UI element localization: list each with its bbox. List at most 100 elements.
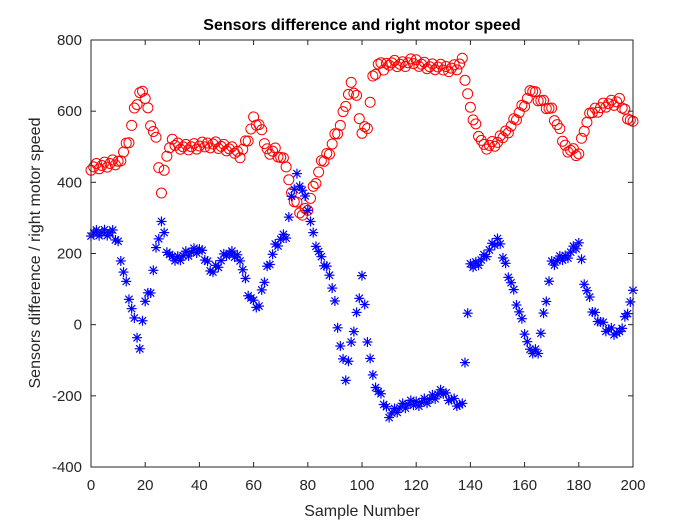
asterisk-stroke (520, 330, 529, 339)
asterisk-stroke (333, 323, 342, 332)
data-point-circle (109, 159, 121, 171)
asterisk-stroke (152, 243, 161, 252)
data-point-circle (155, 187, 167, 199)
data-point-asterisk (375, 388, 386, 399)
asterisk-stroke (138, 316, 147, 325)
data-point-circle (348, 87, 360, 99)
series-1 (85, 52, 639, 221)
data-point-asterisk (283, 212, 294, 223)
asterisk-stroke (330, 296, 339, 305)
asterisk-stroke (582, 286, 591, 295)
data-point-asterisk (313, 246, 324, 257)
chart-title: Sensors difference and right motor speed (203, 17, 520, 34)
asterisk-stroke (539, 309, 548, 318)
data-point-circle (448, 59, 460, 71)
asterisk-stroke (360, 300, 369, 309)
data-point-circle (313, 166, 325, 178)
y-tick-label: 200 (57, 246, 82, 263)
data-point-circle (489, 140, 501, 152)
data-point-circle (459, 74, 471, 86)
asterisk-stroke (371, 383, 380, 392)
data-point-circle (166, 133, 178, 145)
data-point-circle (481, 143, 493, 155)
data-point-asterisk (237, 264, 248, 275)
data-point-circle (380, 57, 392, 69)
data-point-circle (334, 119, 346, 131)
data-point-circle (364, 96, 376, 108)
data-point-asterisk (351, 307, 362, 318)
data-point-circle (256, 124, 268, 136)
x-tick-label: 60 (245, 477, 262, 494)
y-tick-label: -400 (52, 459, 82, 476)
data-point-circle (161, 150, 173, 162)
asterisk-stroke (515, 307, 524, 316)
asterisk-stroke (512, 301, 521, 310)
asterisk-stroke (344, 357, 353, 366)
asterisk-stroke (130, 313, 139, 323)
asterisk-stroke (501, 259, 510, 268)
data-point-asterisk (359, 299, 370, 310)
data-point-circle (234, 152, 246, 164)
data-point-asterisk (340, 375, 351, 386)
data-point-asterisk (362, 337, 373, 348)
asterisk-stroke (298, 186, 307, 195)
y-tick-label: 400 (57, 174, 82, 191)
data-point-asterisk (441, 387, 452, 398)
data-point-circle (193, 140, 205, 152)
asterisk-stroke (458, 399, 467, 408)
asterisk-stroke (341, 376, 350, 385)
data-point-circle (239, 135, 251, 147)
data-point-circle (608, 99, 620, 111)
data-point-circle (128, 102, 140, 114)
data-point-circle (462, 88, 474, 100)
data-point-circle (600, 101, 612, 113)
data-point-asterisk (321, 261, 332, 272)
data-point-asterisk (148, 265, 159, 276)
asterisk-stroke (436, 385, 445, 394)
data-point-circle (131, 99, 143, 111)
asterisk-stroke (536, 329, 545, 338)
asterisk-stroke (376, 389, 385, 398)
asterisk-stroke (347, 338, 356, 347)
series-layer (85, 52, 639, 423)
data-point-asterisk (183, 250, 194, 261)
asterisk-stroke (544, 277, 554, 286)
data-point-asterisk (343, 356, 354, 367)
data-point-asterisk (134, 343, 145, 354)
asterisk-stroke (460, 358, 470, 367)
data-point-circle (332, 128, 344, 140)
data-point-asterisk (156, 216, 167, 227)
y-tick-label: 600 (57, 103, 82, 120)
x-axis-label: Sample Number (304, 503, 420, 520)
asterisk-stroke (531, 345, 540, 354)
data-point-asterisk (302, 205, 313, 216)
data-point-asterisk (500, 258, 511, 269)
data-point-circle (248, 111, 260, 123)
data-point-circle (291, 196, 303, 208)
asterisk-stroke (238, 265, 247, 274)
asterisk-stroke (328, 284, 337, 293)
data-point-circle (345, 76, 357, 88)
asterisk-stroke (260, 278, 269, 287)
data-point-circle (96, 159, 108, 171)
data-point-circle (367, 70, 379, 82)
asterisk-stroke (268, 250, 277, 259)
data-point-asterisk (305, 216, 316, 227)
asterisk-stroke (363, 338, 372, 347)
asterisk-stroke (355, 294, 364, 303)
data-point-circle (546, 102, 558, 114)
asterisk-stroke (141, 297, 150, 306)
data-point-circle (188, 138, 200, 150)
x-tick-label: 120 (404, 477, 429, 494)
data-point-asterisk (123, 294, 134, 305)
data-point-circle (310, 177, 322, 189)
asterisk-stroke (463, 309, 472, 318)
data-point-circle (342, 88, 354, 100)
data-point-circle (329, 128, 341, 140)
data-point-circle (191, 143, 203, 155)
asterisk-stroke (623, 309, 632, 318)
asterisk-stroke (303, 206, 312, 215)
data-point-circle (101, 161, 113, 173)
data-point-circle (456, 52, 468, 64)
asterisk-stroke (114, 237, 123, 246)
